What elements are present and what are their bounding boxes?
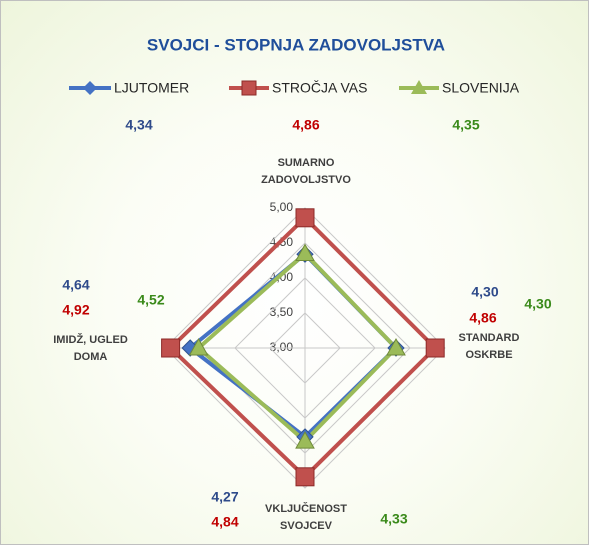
tick-label: 3,50 bbox=[270, 305, 294, 319]
category-label: SUMARNO ZADOVOLJSTVO bbox=[261, 157, 351, 186]
data-label: 4,30 bbox=[524, 296, 551, 312]
category-label: STANDARD OSKRBE bbox=[458, 332, 520, 361]
data-label: 4,27 bbox=[211, 489, 238, 505]
marker bbox=[188, 337, 209, 356]
data-label: 4,64 bbox=[62, 277, 89, 293]
marker bbox=[295, 208, 315, 228]
legend-label: SLOVENIJA bbox=[442, 80, 520, 96]
data-label: 4,86 bbox=[469, 310, 496, 326]
data-label: 4,34 bbox=[125, 117, 152, 133]
marker bbox=[295, 431, 315, 449]
data-label: 4,84 bbox=[211, 514, 238, 530]
legend-marker bbox=[411, 80, 427, 94]
legend-label: STROČJA VAS bbox=[272, 80, 367, 96]
chart-title: SVOJCI - STOPNJA ZADOVOLJSTVA bbox=[147, 35, 445, 54]
marker bbox=[295, 467, 315, 487]
legend-marker bbox=[83, 81, 97, 95]
data-label: 4,35 bbox=[452, 117, 479, 133]
category-label: VKLJUČENOST SVOJCEV bbox=[265, 503, 347, 532]
series-line bbox=[188, 252, 398, 439]
tick-label: 3,00 bbox=[270, 340, 294, 354]
category-label: IMIDŽ, UGLED DOMA bbox=[53, 334, 128, 363]
data-label: 4,52 bbox=[137, 292, 164, 308]
marker bbox=[161, 338, 181, 358]
legend-marker bbox=[241, 80, 257, 96]
data-label: 4,92 bbox=[62, 302, 89, 318]
data-label: 4,86 bbox=[292, 117, 319, 133]
marker bbox=[295, 243, 315, 261]
data-label: 4,30 bbox=[471, 284, 498, 300]
legend-label: LJUTOMER bbox=[114, 80, 189, 96]
data-label: 4,33 bbox=[380, 511, 407, 527]
marker bbox=[386, 337, 406, 356]
marker bbox=[425, 338, 445, 358]
tick-label: 5,00 bbox=[270, 200, 294, 214]
